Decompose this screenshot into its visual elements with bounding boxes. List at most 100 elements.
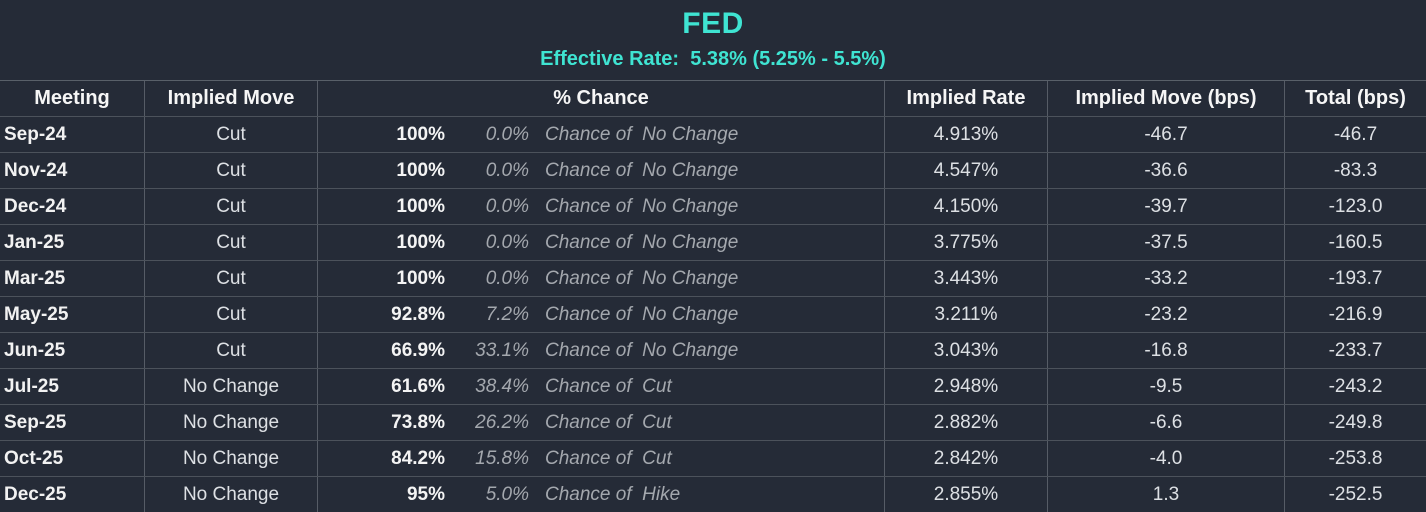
chance-cell: 100% 0.0% Chance of No Change xyxy=(318,261,885,296)
implied-move-cell: No Change xyxy=(145,369,318,404)
implied-move-cell: Cut xyxy=(145,117,318,152)
chance-alt-pct: 0.0% xyxy=(485,123,529,145)
implied-move-cell: Cut xyxy=(145,297,318,332)
implied-move-cell: No Change xyxy=(145,441,318,476)
total-bps-cell: -193.7 xyxy=(1328,267,1383,289)
implied-rate-cell: 2.855% xyxy=(885,477,1048,512)
chance-main-pct: 84.2% xyxy=(391,447,445,469)
chance-main-pct: 100% xyxy=(396,231,445,253)
implied-rate-cell: 2.842% xyxy=(885,441,1048,476)
implied-move-cell: Cut xyxy=(145,189,318,224)
chance-alt-label: Chance of No Change xyxy=(545,267,739,289)
total-bps-cell: -160.5 xyxy=(1328,231,1383,253)
implied-move-bps-cell: -16.8 xyxy=(1048,333,1285,368)
implied-move-cell: No Change xyxy=(145,405,318,440)
chance-main-pct: 100% xyxy=(396,123,445,145)
chance-main-pct: 95% xyxy=(406,483,445,505)
table-row: Dec-24 Cut 100% 0.0% Chance of No Change… xyxy=(0,189,1426,225)
chance-alt-pct: 15.8% xyxy=(475,447,529,469)
implied-rate-cell: 3.211% xyxy=(885,297,1048,332)
chance-alt-label: Chance of Cut xyxy=(545,411,672,433)
implied-move-bps-cell: -36.6 xyxy=(1048,153,1285,188)
implied-move-bps-cell: -4.0 xyxy=(1048,441,1285,476)
implied-rate-cell: 3.775% xyxy=(885,225,1048,260)
chance-cell: 100% 0.0% Chance of No Change xyxy=(318,117,885,152)
meeting-cell: Jul-25 xyxy=(0,369,145,404)
chance-main-pct: 100% xyxy=(396,159,445,181)
total-bps-cell: -233.7 xyxy=(1328,339,1383,361)
table-row: May-25 Cut 92.8% 7.2% Chance of No Chang… xyxy=(0,297,1426,333)
total-bps-cell: -253.8 xyxy=(1328,447,1383,469)
table-row: Jan-25 Cut 100% 0.0% Chance of No Change… xyxy=(0,225,1426,261)
implied-move-bps-cell: -23.2 xyxy=(1048,297,1285,332)
chance-main-pct: 100% xyxy=(396,195,445,217)
chance-cell: 66.9% 33.1% Chance of No Change xyxy=(318,333,885,368)
meeting-cell: Jun-25 xyxy=(0,333,145,368)
chance-cell: 100% 0.0% Chance of No Change xyxy=(318,225,885,260)
implied-move-cell: Cut xyxy=(145,261,318,296)
chance-alt-pct: 0.0% xyxy=(485,231,529,253)
table-row: Mar-25 Cut 100% 0.0% Chance of No Change… xyxy=(0,261,1426,297)
chance-cell: 95% 5.0% Chance of Hike xyxy=(318,477,885,512)
table-body: Sep-24 Cut 100% 0.0% Chance of No Change… xyxy=(0,117,1426,512)
total-bps-cell: -216.9 xyxy=(1328,303,1383,325)
chance-alt-pct: 0.0% xyxy=(485,195,529,217)
meeting-cell: Oct-25 xyxy=(0,441,145,476)
chance-cell: 61.6% 38.4% Chance of Cut xyxy=(318,369,885,404)
chance-cell: 100% 0.0% Chance of No Change xyxy=(318,189,885,224)
chance-alt-label: Chance of Cut xyxy=(545,375,672,397)
implied-move-bps-cell: 1.3 xyxy=(1048,477,1285,512)
implied-rate-cell: 4.547% xyxy=(885,153,1048,188)
implied-move-bps-cell: -9.5 xyxy=(1048,369,1285,404)
chance-main-pct: 73.8% xyxy=(391,411,445,433)
implied-rate-cell: 4.913% xyxy=(885,117,1048,152)
meeting-cell: Sep-24 xyxy=(0,117,145,152)
column-header-chance: % Chance xyxy=(318,81,885,116)
title-area: FED Effective Rate: 5.38% (5.25% - 5.5%) xyxy=(0,0,1426,81)
total-bps-cell: -123.0 xyxy=(1328,195,1383,217)
chance-alt-pct: 5.0% xyxy=(485,483,529,505)
total-bps-cell: -249.8 xyxy=(1328,411,1383,433)
meeting-cell: Dec-24 xyxy=(0,189,145,224)
implied-move-cell: No Change xyxy=(145,477,318,512)
meeting-cell: Sep-25 xyxy=(0,405,145,440)
implied-rate-cell: 3.443% xyxy=(885,261,1048,296)
chance-alt-pct: 0.0% xyxy=(485,159,529,181)
chance-alt-label: Chance of No Change xyxy=(545,339,739,361)
chance-main-pct: 92.8% xyxy=(391,303,445,325)
table-row: Jun-25 Cut 66.9% 33.1% Chance of No Chan… xyxy=(0,333,1426,369)
page-title: FED xyxy=(682,7,744,40)
table-row: Oct-25 No Change 84.2% 15.8% Chance of C… xyxy=(0,441,1426,477)
chance-alt-pct: 0.0% xyxy=(485,267,529,289)
implied-move-cell: Cut xyxy=(145,153,318,188)
chance-main-pct: 100% xyxy=(396,267,445,289)
implied-rate-cell: 2.948% xyxy=(885,369,1048,404)
meeting-cell: May-25 xyxy=(0,297,145,332)
implied-move-cell: Cut xyxy=(145,225,318,260)
column-header-implied-move-bps: Implied Move (bps) xyxy=(1048,81,1285,116)
meeting-cell: Jan-25 xyxy=(0,225,145,260)
chance-alt-pct: 33.1% xyxy=(475,339,529,361)
table-row: Jul-25 No Change 61.6% 38.4% Chance of C… xyxy=(0,369,1426,405)
chance-main-pct: 66.9% xyxy=(391,339,445,361)
column-header-implied-move: Implied Move xyxy=(145,81,318,116)
chance-alt-label: Chance of No Change xyxy=(545,231,739,253)
chance-alt-label: Chance of Cut xyxy=(545,447,672,469)
chance-alt-pct: 38.4% xyxy=(475,375,529,397)
chance-main-pct: 61.6% xyxy=(391,375,445,397)
implied-move-bps-cell: -46.7 xyxy=(1048,117,1285,152)
total-bps-cell: -46.7 xyxy=(1333,123,1378,145)
meeting-cell: Nov-24 xyxy=(0,153,145,188)
column-header-implied-rate: Implied Rate xyxy=(885,81,1048,116)
implied-rate-cell: 2.882% xyxy=(885,405,1048,440)
chance-cell: 84.2% 15.8% Chance of Cut xyxy=(318,441,885,476)
chance-cell: 92.8% 7.2% Chance of No Change xyxy=(318,297,885,332)
chance-alt-pct: 26.2% xyxy=(475,411,529,433)
total-bps-cell: -243.2 xyxy=(1328,375,1383,397)
chance-alt-label: Chance of No Change xyxy=(545,123,739,145)
chance-alt-label: Chance of No Change xyxy=(545,159,739,181)
table-row: Sep-24 Cut 100% 0.0% Chance of No Change… xyxy=(0,117,1426,153)
chance-cell: 100% 0.0% Chance of No Change xyxy=(318,153,885,188)
chance-alt-pct: 7.2% xyxy=(485,303,529,325)
total-bps-cell: -83.3 xyxy=(1333,159,1378,181)
